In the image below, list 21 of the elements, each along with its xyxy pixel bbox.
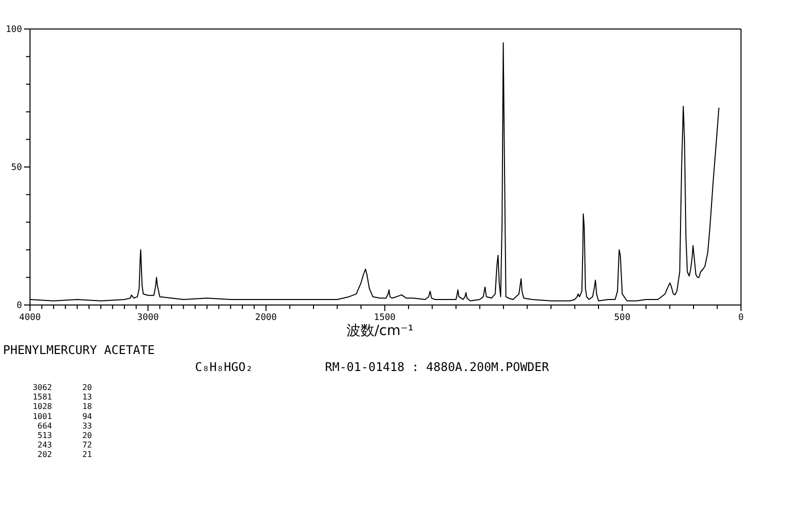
x-tick-label: 2000 — [255, 313, 277, 323]
x-axis-title: 波数/cm⁻¹ — [346, 323, 414, 339]
text: 243 72 — [38, 440, 92, 450]
text: 664 33 — [38, 421, 92, 430]
x-tick-label: 500 — [614, 313, 630, 323]
text: 1028 18 — [32, 402, 92, 412]
text: 202 21 — [38, 450, 92, 460]
x-tick-label: 3000 — [137, 313, 159, 323]
text: PHENYLMERCURY ACETATE — [3, 343, 155, 357]
text: RM-01-01418 : 4880A.200M.POWDER — [325, 360, 550, 374]
x-tick-label: 0 — [738, 313, 744, 323]
text: 3062 20 — [32, 383, 92, 392]
y-tick-label: 50 — [11, 163, 22, 173]
text: 513 20 — [38, 431, 92, 440]
text: 1001 94 — [32, 412, 92, 421]
text: 1581 13 — [32, 392, 92, 402]
y-tick-label: 0 — [16, 301, 22, 311]
x-tick-label: 1500 — [374, 313, 396, 323]
x-tick-label: 4000 — [19, 313, 41, 323]
y-tick-label: 100 — [6, 25, 22, 35]
text: C₈H₈HGO₂ — [195, 360, 253, 374]
